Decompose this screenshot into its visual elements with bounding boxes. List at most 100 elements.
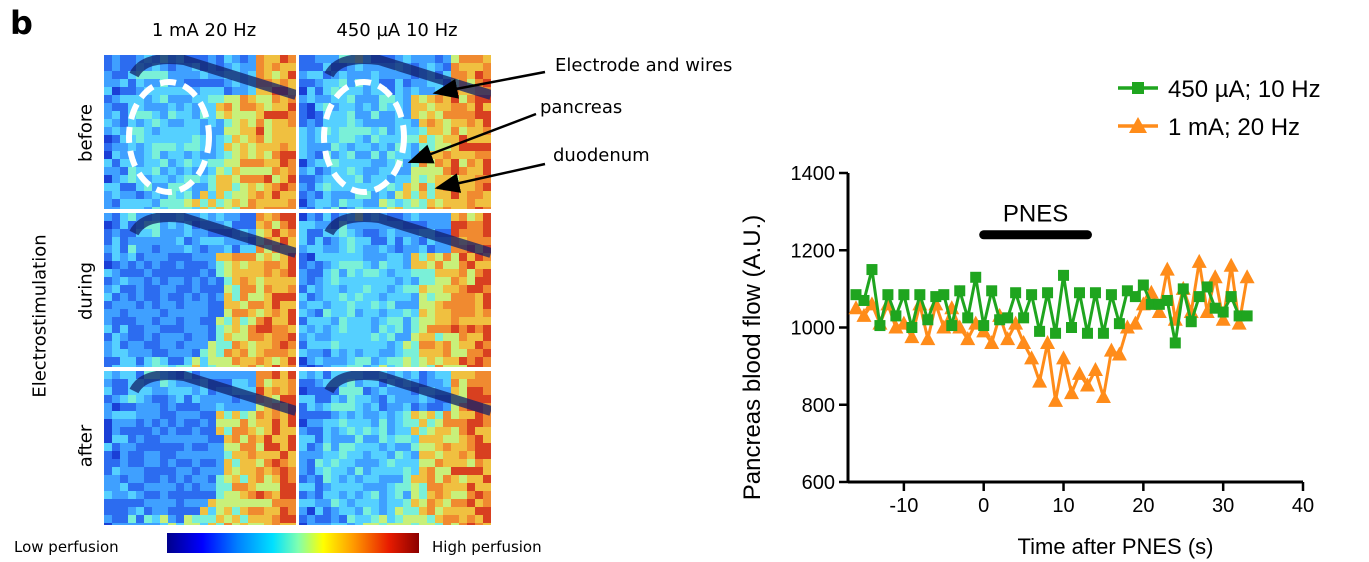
- data-point-square: [962, 312, 974, 324]
- data-point-triangle: [1048, 392, 1064, 407]
- data-point-square: [1193, 291, 1205, 303]
- data-point-triangle: [1119, 319, 1135, 334]
- data-point-triangle: [1207, 269, 1223, 284]
- data-point-square: [1113, 318, 1125, 330]
- data-point-square: [1105, 289, 1117, 301]
- data-point-square: [874, 320, 886, 332]
- legend-label: 450 µA; 10 Hz: [1168, 76, 1321, 103]
- column-label-450ua: 450 µA 10 Hz: [336, 20, 458, 41]
- data-point-triangle: [1239, 269, 1255, 284]
- data-point-square: [1026, 289, 1038, 301]
- perfusion-colorbar: [167, 533, 419, 553]
- data-point-triangle: [864, 296, 880, 311]
- data-point-triangle: [1231, 315, 1247, 330]
- x-tick-label: 30: [1212, 495, 1234, 517]
- data-point-triangle: [1111, 346, 1127, 361]
- data-point-square: [906, 322, 918, 333]
- data-point-square: [1161, 294, 1173, 306]
- data-point-triangle: [888, 319, 904, 334]
- perfusion-image-1ma-during: [104, 213, 296, 367]
- data-point-square: [978, 320, 990, 332]
- data-point-triangle: [1095, 389, 1111, 404]
- y-tick-label: 1000: [791, 318, 836, 340]
- data-point-square: [1097, 327, 1109, 339]
- column-label-1ma: 1 mA 20 Hz: [151, 20, 257, 41]
- x-tick-label: 10: [1052, 495, 1074, 517]
- data-point-triangle: [920, 331, 936, 346]
- duodenum-arrow: [434, 162, 546, 193]
- data-point-square: [1169, 337, 1181, 349]
- data-point-square: [954, 285, 966, 297]
- pnes-label: PNES: [1003, 200, 1068, 227]
- data-point-triangle: [1056, 350, 1072, 365]
- data-point-square: [922, 314, 934, 326]
- electrode-arrow: [432, 70, 546, 99]
- data-point-triangle: [904, 329, 920, 344]
- data-point-square: [994, 314, 1006, 326]
- data-point-square: [1201, 281, 1213, 293]
- data-point-square: [1137, 279, 1149, 291]
- pancreas-arrow: [407, 112, 537, 164]
- data-point-square: [1217, 306, 1229, 318]
- data-point-square: [1050, 327, 1062, 339]
- pancreas-annotation: pancreas: [540, 97, 623, 118]
- data-point-square: [1233, 310, 1245, 322]
- perfusion-image-450ua-during: [299, 213, 491, 367]
- data-point-square: [938, 289, 950, 301]
- data-point-square: [1129, 291, 1141, 303]
- data-point-square: [1145, 298, 1157, 310]
- data-point-triangle: [1040, 334, 1056, 349]
- legend-label: 1 mA; 20 Hz: [1168, 114, 1300, 141]
- legend-marker-square: [1132, 82, 1144, 94]
- data-point-square: [858, 294, 870, 306]
- x-tick-label: 0: [978, 495, 989, 517]
- data-point-square: [914, 289, 926, 301]
- panel-letter: b: [10, 4, 33, 42]
- data-point-square: [1002, 312, 1014, 324]
- data-point-square: [1177, 283, 1189, 295]
- y-tick-label: 800: [802, 395, 835, 417]
- blood-flow-chart: 600 800 1000 1200 1400 -10 0 10 20 30 40 Time after…: [739, 76, 1321, 559]
- data-point-square: [1042, 287, 1054, 299]
- data-point-triangle: [1024, 350, 1040, 365]
- colorbar-high-label: High perfusion: [432, 538, 542, 556]
- x-tick-label: -10: [889, 495, 918, 517]
- perfusion-image-450ua-after: [299, 371, 491, 525]
- data-point-square: [882, 289, 894, 301]
- data-point-square: [1153, 298, 1165, 310]
- data-point-triangle: [1079, 377, 1095, 392]
- data-point-square: [1018, 312, 1030, 324]
- data-point-square: [866, 264, 878, 276]
- data-point-square: [890, 310, 902, 322]
- duodenum-annotation: duodenum: [553, 145, 650, 166]
- data-point-triangle: [1159, 261, 1175, 276]
- data-point-square: [1209, 302, 1221, 314]
- data-point-square: [1121, 285, 1133, 297]
- data-point-square: [1185, 316, 1197, 328]
- legend-marker-triangle: [1129, 117, 1147, 133]
- data-point-triangle: [1151, 304, 1167, 319]
- data-point-triangle: [1064, 385, 1080, 400]
- data-point-triangle: [1191, 253, 1207, 268]
- data-point-square: [1010, 287, 1022, 299]
- data-point-square: [970, 271, 982, 283]
- data-point-square: [1089, 287, 1101, 299]
- y-tick-label: 1400: [791, 163, 836, 185]
- y-tick-label: 600: [802, 472, 835, 494]
- data-point-triangle: [960, 331, 976, 346]
- data-point-square: [1225, 291, 1237, 303]
- x-tick-label: 40: [1292, 495, 1314, 517]
- data-point-square: [1073, 287, 1085, 299]
- data-point-triangle: [1199, 304, 1215, 319]
- data-point-square: [1058, 269, 1070, 281]
- x-axis-label: Time after PNES (s): [1018, 534, 1214, 559]
- data-point-triangle: [1071, 365, 1087, 380]
- data-point-square: [1241, 310, 1253, 322]
- colorbar-low-label: Low perfusion: [14, 538, 119, 556]
- data-point-triangle: [1103, 342, 1119, 357]
- data-point-square: [946, 320, 958, 332]
- y-axis-label: Pancreas blood flow (A.U.): [739, 215, 766, 500]
- perfusion-image-1ma-before: [104, 55, 296, 209]
- data-point-square: [930, 291, 942, 303]
